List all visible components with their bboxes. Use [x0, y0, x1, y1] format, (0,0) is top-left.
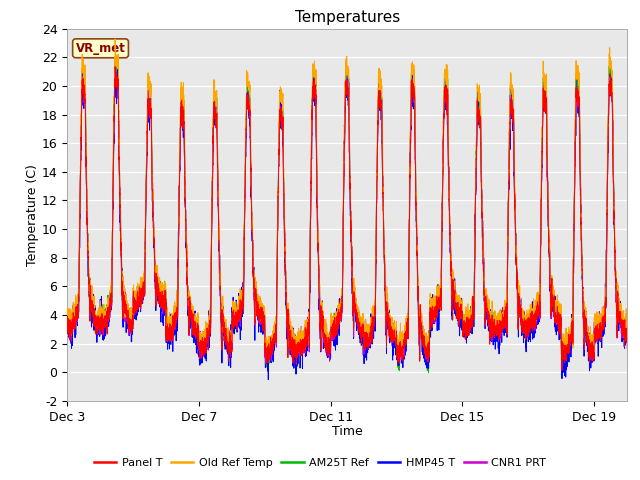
- CNR1 PRT: [111, 62, 119, 68]
- CNR1 PRT: [330, 324, 337, 330]
- X-axis label: Time: Time: [332, 425, 363, 438]
- Old Ref Temp: [470, 299, 478, 305]
- Old Ref Temp: [558, 357, 566, 362]
- Old Ref Temp: [579, 266, 586, 272]
- AM25T Ref: [607, 73, 614, 79]
- Line: Panel T: Panel T: [67, 67, 627, 370]
- Old Ref Temp: [111, 36, 119, 42]
- Panel T: [111, 64, 119, 70]
- Old Ref Temp: [63, 320, 71, 326]
- HMP45 T: [330, 323, 337, 329]
- Panel T: [63, 324, 71, 330]
- Old Ref Temp: [330, 325, 337, 331]
- Line: CNR1 PRT: CNR1 PRT: [67, 65, 627, 366]
- Panel T: [299, 342, 307, 348]
- AM25T Ref: [623, 339, 631, 345]
- CNR1 PRT: [607, 83, 614, 89]
- Old Ref Temp: [607, 65, 614, 71]
- Panel T: [470, 305, 478, 311]
- HMP45 T: [303, 336, 311, 341]
- CNR1 PRT: [623, 346, 631, 351]
- Legend: Panel T, Old Ref Temp, AM25T Ref, HMP45 T, CNR1 PRT: Panel T, Old Ref Temp, AM25T Ref, HMP45 …: [90, 453, 550, 472]
- AM25T Ref: [470, 302, 478, 308]
- CNR1 PRT: [299, 342, 307, 348]
- Panel T: [330, 325, 337, 331]
- CNR1 PRT: [579, 263, 586, 269]
- HMP45 T: [299, 351, 307, 357]
- HMP45 T: [623, 338, 631, 344]
- Line: HMP45 T: HMP45 T: [67, 66, 627, 380]
- Line: AM25T Ref: AM25T Ref: [67, 50, 627, 378]
- HMP45 T: [111, 63, 119, 69]
- Panel T: [623, 340, 631, 346]
- AM25T Ref: [558, 375, 566, 381]
- AM25T Ref: [111, 47, 119, 53]
- Old Ref Temp: [299, 335, 307, 340]
- Text: VR_met: VR_met: [76, 42, 125, 55]
- Panel T: [579, 272, 586, 278]
- Old Ref Temp: [303, 319, 311, 324]
- AM25T Ref: [299, 342, 307, 348]
- Panel T: [558, 367, 566, 373]
- CNR1 PRT: [303, 331, 311, 336]
- HMP45 T: [579, 273, 586, 279]
- AM25T Ref: [330, 319, 337, 325]
- HMP45 T: [607, 89, 614, 95]
- Title: Temperatures: Temperatures: [294, 10, 400, 25]
- HMP45 T: [264, 377, 272, 383]
- HMP45 T: [63, 319, 71, 324]
- Y-axis label: Temperature (C): Temperature (C): [26, 164, 39, 266]
- Panel T: [607, 88, 614, 94]
- AM25T Ref: [303, 325, 311, 331]
- CNR1 PRT: [470, 307, 478, 313]
- AM25T Ref: [63, 322, 71, 327]
- Line: Old Ref Temp: Old Ref Temp: [67, 39, 627, 360]
- CNR1 PRT: [558, 363, 566, 369]
- Panel T: [303, 326, 311, 332]
- Old Ref Temp: [623, 325, 631, 331]
- CNR1 PRT: [63, 321, 71, 327]
- AM25T Ref: [579, 270, 586, 276]
- HMP45 T: [470, 285, 478, 291]
